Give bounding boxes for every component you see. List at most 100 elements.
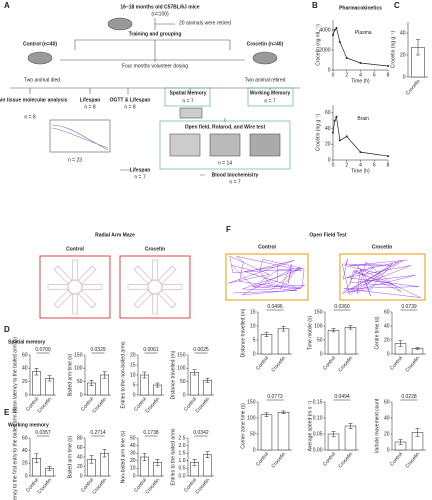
bar	[277, 328, 290, 355]
error-bar	[192, 459, 197, 466]
y-tick-label: 50	[180, 379, 186, 385]
point	[332, 34, 334, 36]
diagram-text: n = 23	[68, 157, 82, 163]
y-tick-label: 4000	[319, 27, 330, 33]
y-tick-label: 15	[250, 309, 256, 315]
y-tick-label: 40	[384, 323, 390, 329]
section-title: Open Field Test	[309, 232, 346, 238]
maze-frame	[119, 255, 191, 319]
diagram-text: Control (n=40)	[23, 41, 57, 47]
y-tick-label: 2.0	[179, 443, 186, 449]
diagram-text: Crocetin (n=40)	[247, 41, 284, 47]
box-n: n = 7	[264, 98, 275, 104]
p-value: 0.0773	[267, 394, 283, 400]
y-tick-label: 5	[253, 337, 256, 343]
y-tick-label: 40	[400, 30, 406, 36]
box-label: Lifespan	[80, 97, 101, 103]
group-label: Crocetin	[145, 246, 165, 252]
box	[164, 87, 211, 107]
diagram-text: (n=100)	[151, 11, 169, 17]
y-tick-label: 15	[130, 362, 136, 368]
y-tick-label: 20	[130, 352, 136, 358]
error-bar	[34, 453, 39, 463]
diagram-text: Four months volunteer dosing	[122, 63, 188, 69]
y-tick-label: 0	[25, 473, 28, 479]
error-bar	[47, 375, 52, 382]
point	[359, 151, 362, 154]
y-axis-label: Entries to the baited arms	[170, 428, 176, 485]
point	[335, 115, 338, 118]
y-tick-label: 60	[22, 352, 28, 358]
bar	[260, 334, 273, 355]
error-bar	[398, 439, 403, 445]
y-tick-label: 60	[22, 435, 28, 441]
y-tick-label: 0.10	[313, 415, 323, 421]
x-tick-label: 8	[387, 72, 390, 78]
y-axis-label: Baited arm time (s)	[67, 436, 73, 479]
box-label: Working Memory	[250, 90, 291, 96]
panel-label: B	[312, 1, 318, 10]
diagram-text: Training and grouping	[129, 31, 182, 37]
y-tick-label: 0.05	[313, 431, 323, 437]
maze-frame	[39, 255, 111, 319]
y-axis-label: Varticle movement count	[374, 398, 380, 453]
y-tick-label: 20	[384, 431, 390, 437]
y-tick-label: 0	[320, 351, 323, 357]
y-axis-label: Baited arm time (s)	[67, 354, 73, 397]
photo	[209, 133, 241, 157]
y-tick-label: 0	[133, 473, 136, 479]
y-tick-label: 150	[177, 352, 186, 358]
y-tick-label: 50	[77, 379, 83, 385]
error-bar	[264, 412, 269, 417]
point	[387, 65, 389, 67]
p-value: 0.0342	[193, 430, 209, 436]
error-bar	[155, 459, 160, 466]
y-tick-label: 30	[130, 451, 136, 457]
y-tick-label: 100	[247, 415, 256, 421]
y-axis-label: Crocetin (ng mL⁻¹)	[315, 24, 321, 66]
bar	[277, 411, 290, 451]
error-bar	[142, 371, 147, 379]
error-bar	[47, 466, 52, 471]
y-tick-label: 10	[130, 466, 136, 472]
box-n: n = 8	[124, 104, 135, 110]
bar	[260, 414, 273, 451]
photo	[169, 133, 201, 157]
x-tick-label: 0	[332, 162, 335, 168]
y-tick-label: 5	[133, 382, 136, 388]
y-tick-label: 0	[328, 157, 331, 163]
error-bar	[348, 423, 353, 429]
error-bar	[192, 369, 197, 376]
y-tick-label: 40	[77, 454, 83, 460]
y-axis-label: Corner zone time (s)	[240, 403, 246, 449]
track-drawings	[47, 255, 421, 315]
error-bar	[416, 39, 420, 56]
panel-label: E	[4, 408, 10, 417]
oft-frame	[339, 253, 426, 301]
point	[338, 139, 341, 142]
panel-label: A	[4, 1, 10, 10]
error-bar	[398, 340, 403, 347]
point	[359, 62, 362, 64]
y-tick-label: 20	[22, 379, 28, 385]
box-label: Open field, Rotarod, and Wire test	[185, 124, 266, 130]
point	[333, 29, 336, 31]
diagram-text: Two animal retired	[245, 77, 286, 83]
box-label: Spatial Memory	[170, 90, 207, 96]
box-label: Blood biochemistry	[212, 172, 259, 178]
y-tick-label: 20	[130, 458, 136, 464]
graph-lines	[51, 124, 109, 151]
p-value: 0.0700	[35, 347, 51, 353]
y-tick-label: 0	[387, 351, 390, 357]
mouse-icon	[107, 17, 133, 31]
y-tick-label: 20	[384, 337, 390, 343]
x-tick-label: 2	[345, 72, 348, 78]
error-bar	[89, 380, 94, 386]
y-tick-label: 0	[80, 392, 83, 398]
error-bar	[331, 431, 336, 437]
error-bar	[264, 331, 269, 337]
y-axis-label: Centre time (s)	[374, 316, 380, 349]
y-tick-label: 20	[400, 52, 406, 58]
